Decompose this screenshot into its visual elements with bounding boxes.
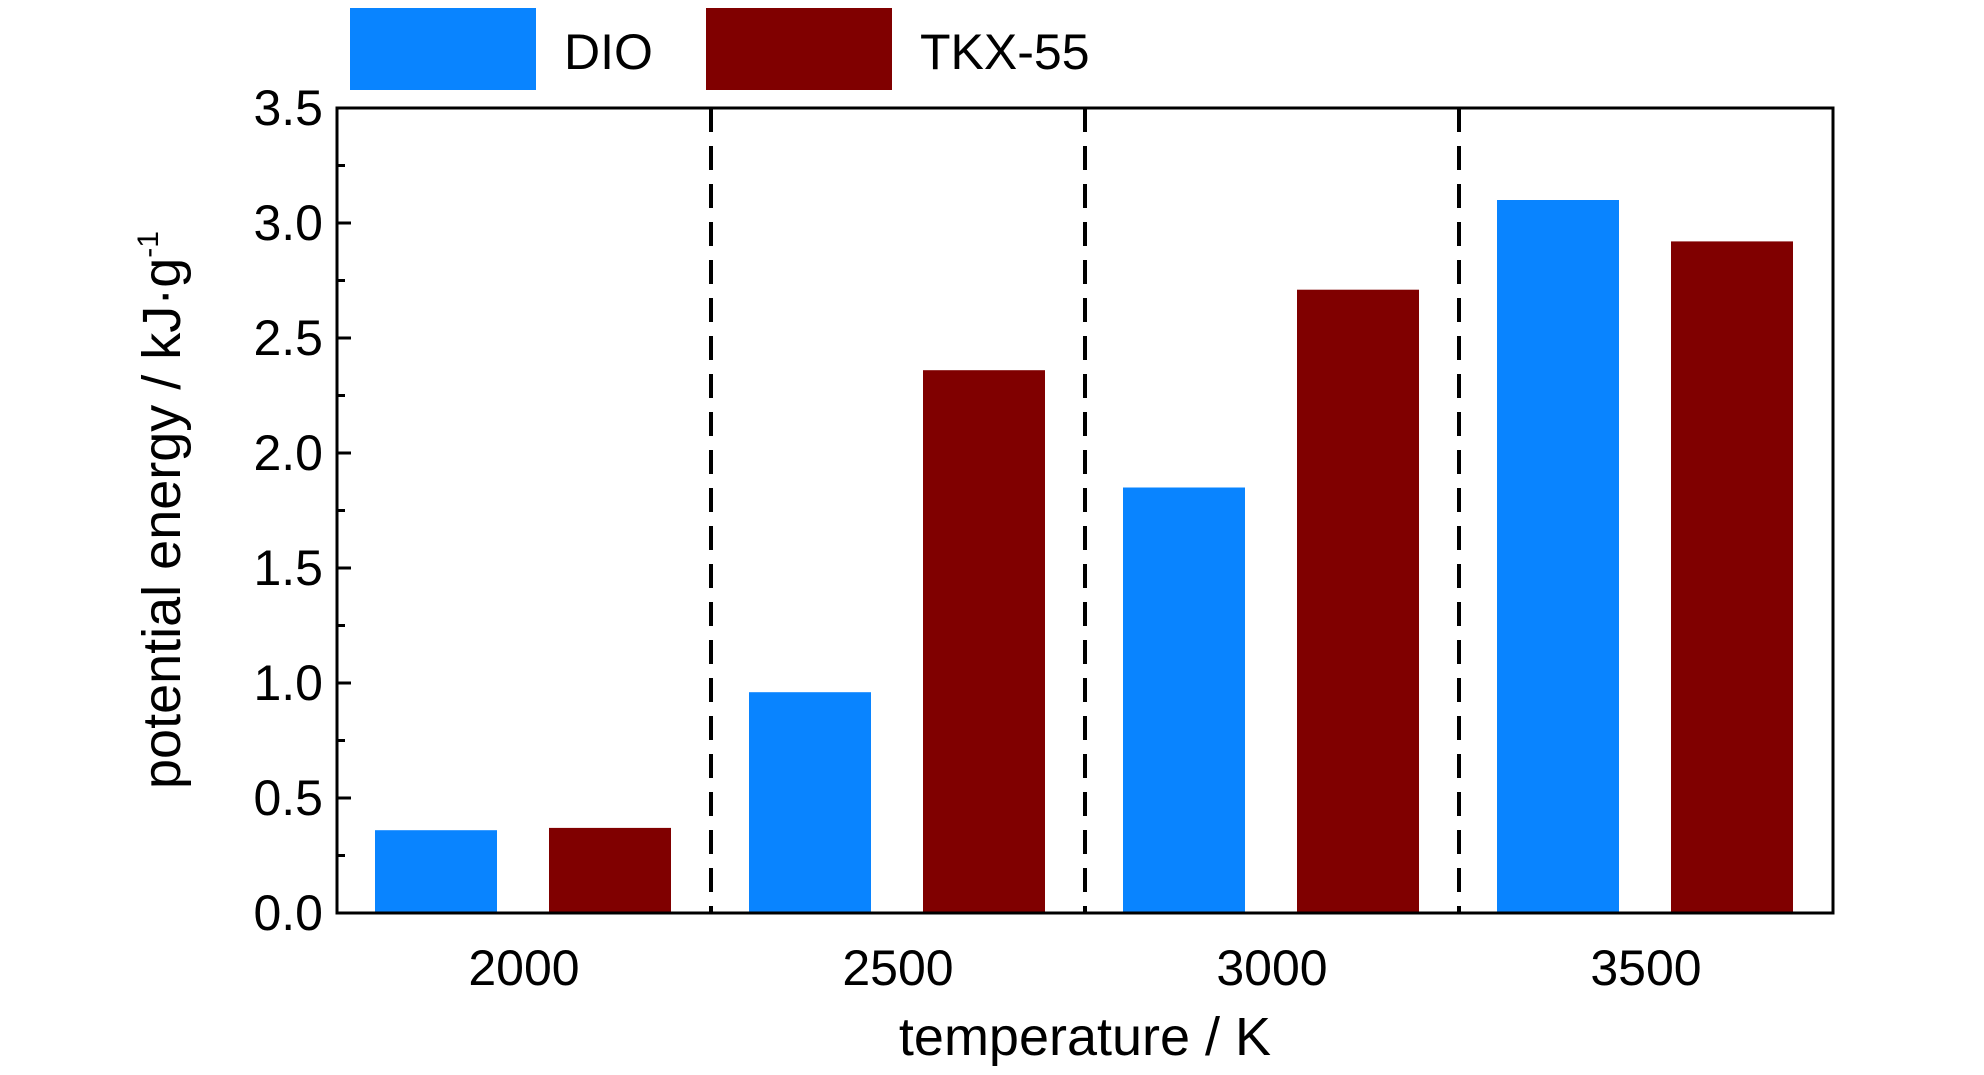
x-tick-label-3500: 3500	[1590, 940, 1701, 996]
x-tick-label-3000: 3000	[1216, 940, 1327, 996]
x-tick-label-2000: 2000	[468, 940, 579, 996]
y-axis-label-main: potential energy / kJ·g	[132, 258, 192, 789]
bar-tkx-55-3000	[1297, 289, 1419, 913]
y-tick-label: 3.5	[253, 80, 323, 136]
legend-label-tkx-55: TKX-55	[920, 24, 1090, 80]
y-tick-label: 1.0	[253, 655, 323, 711]
y-tick-label: 2.5	[253, 310, 323, 366]
legend: DIO TKX-55	[350, 8, 1090, 90]
bar-dio-2500	[749, 692, 871, 913]
bar-tkx-55-3500	[1671, 241, 1793, 913]
y-axis: 0.0 0.5 1.0 1.5 2.0 2.5 3.0 3.5	[253, 80, 351, 941]
y-axis-label-superscript: -1	[132, 231, 165, 258]
legend-label-dio: DIO	[564, 24, 653, 80]
bars	[375, 200, 1793, 913]
bar-dio-3000	[1123, 487, 1245, 913]
group-separators	[709, 108, 1461, 913]
legend-swatch-tkx-55	[706, 8, 892, 90]
bar-dio-2000	[375, 830, 497, 913]
x-axis: 2000 2500 3000 3500	[468, 940, 1701, 996]
y-axis-label: potential energy / kJ·g-1	[132, 231, 192, 789]
bar-dio-3500	[1497, 200, 1619, 913]
y-tick-label: 0.0	[253, 885, 323, 941]
y-tick-label: 3.0	[253, 195, 323, 251]
legend-swatch-dio	[350, 8, 536, 90]
y-tick-label: 0.5	[253, 770, 323, 826]
y-tick-label: 1.5	[253, 540, 323, 596]
y-tick-label: 2.0	[253, 425, 323, 481]
x-axis-label: temperature / K	[899, 1007, 1271, 1067]
bar-tkx-55-2000	[549, 827, 671, 913]
bar-tkx-55-2500	[923, 370, 1045, 913]
x-tick-label-2500: 2500	[842, 940, 953, 996]
